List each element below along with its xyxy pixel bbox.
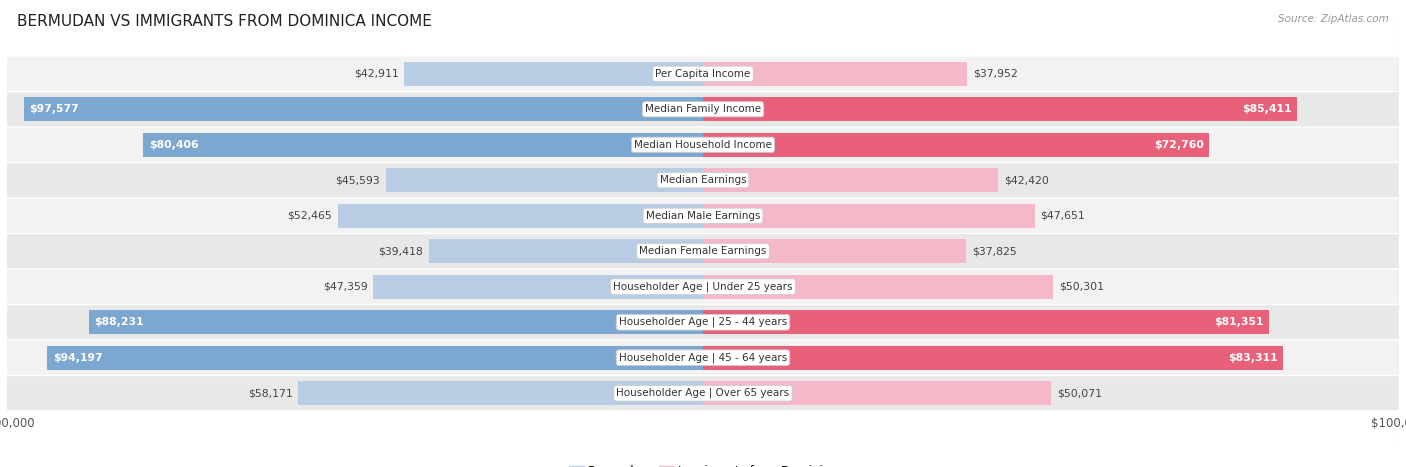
Text: $94,197: $94,197 <box>53 353 103 363</box>
Text: $72,760: $72,760 <box>1154 140 1204 150</box>
FancyBboxPatch shape <box>7 197 1399 376</box>
Legend: Bermudan, Immigrants from Dominica: Bermudan, Immigrants from Dominica <box>565 460 841 467</box>
Bar <box>703 275 1053 299</box>
Bar <box>703 62 967 86</box>
FancyBboxPatch shape <box>7 55 1399 234</box>
Bar <box>89 310 703 334</box>
FancyBboxPatch shape <box>7 91 1399 270</box>
Bar <box>703 310 1270 334</box>
Text: Median Female Earnings: Median Female Earnings <box>640 246 766 256</box>
Text: $50,071: $50,071 <box>1057 388 1102 398</box>
Bar <box>703 239 966 263</box>
Text: $52,465: $52,465 <box>288 211 332 221</box>
Text: $47,359: $47,359 <box>323 282 368 292</box>
Text: Householder Age | 25 - 44 years: Householder Age | 25 - 44 years <box>619 317 787 327</box>
Text: $39,418: $39,418 <box>378 246 423 256</box>
Text: $37,952: $37,952 <box>973 69 1018 79</box>
FancyBboxPatch shape <box>7 0 1399 163</box>
Text: $80,406: $80,406 <box>149 140 198 150</box>
Bar <box>24 97 703 121</box>
Text: BERMUDAN VS IMMIGRANTS FROM DOMINICA INCOME: BERMUDAN VS IMMIGRANTS FROM DOMINICA INC… <box>17 14 432 29</box>
Bar <box>703 133 1209 157</box>
Bar <box>703 204 1035 228</box>
Bar <box>374 275 703 299</box>
Text: $58,171: $58,171 <box>247 388 292 398</box>
Bar <box>385 168 703 192</box>
Text: $97,577: $97,577 <box>30 104 79 114</box>
Text: Median Family Income: Median Family Income <box>645 104 761 114</box>
Bar <box>703 346 1282 370</box>
Text: $85,411: $85,411 <box>1243 104 1292 114</box>
FancyBboxPatch shape <box>7 162 1399 341</box>
Text: $83,311: $83,311 <box>1227 353 1277 363</box>
Text: Median Male Earnings: Median Male Earnings <box>645 211 761 221</box>
Text: $88,231: $88,231 <box>94 317 145 327</box>
Text: Median Earnings: Median Earnings <box>659 175 747 185</box>
Bar <box>429 239 703 263</box>
FancyBboxPatch shape <box>7 304 1399 467</box>
Text: Householder Age | Over 65 years: Householder Age | Over 65 years <box>616 388 790 398</box>
Bar <box>298 381 703 405</box>
Text: Source: ZipAtlas.com: Source: ZipAtlas.com <box>1278 14 1389 24</box>
Bar <box>337 204 703 228</box>
Bar <box>703 381 1052 405</box>
Text: Householder Age | Under 25 years: Householder Age | Under 25 years <box>613 282 793 292</box>
Text: Median Household Income: Median Household Income <box>634 140 772 150</box>
Text: $81,351: $81,351 <box>1215 317 1264 327</box>
Text: $42,420: $42,420 <box>1004 175 1049 185</box>
Text: $47,651: $47,651 <box>1040 211 1085 221</box>
FancyBboxPatch shape <box>7 268 1399 447</box>
FancyBboxPatch shape <box>7 126 1399 305</box>
Bar <box>405 62 703 86</box>
Text: $42,911: $42,911 <box>354 69 399 79</box>
Bar <box>143 133 703 157</box>
Text: Householder Age | 45 - 64 years: Householder Age | 45 - 64 years <box>619 353 787 363</box>
Bar <box>703 168 998 192</box>
FancyBboxPatch shape <box>7 20 1399 199</box>
Text: Per Capita Income: Per Capita Income <box>655 69 751 79</box>
Text: $37,825: $37,825 <box>972 246 1017 256</box>
FancyBboxPatch shape <box>7 233 1399 412</box>
Text: $50,301: $50,301 <box>1059 282 1104 292</box>
Text: $45,593: $45,593 <box>336 175 380 185</box>
Bar <box>48 346 703 370</box>
Bar <box>703 97 1298 121</box>
